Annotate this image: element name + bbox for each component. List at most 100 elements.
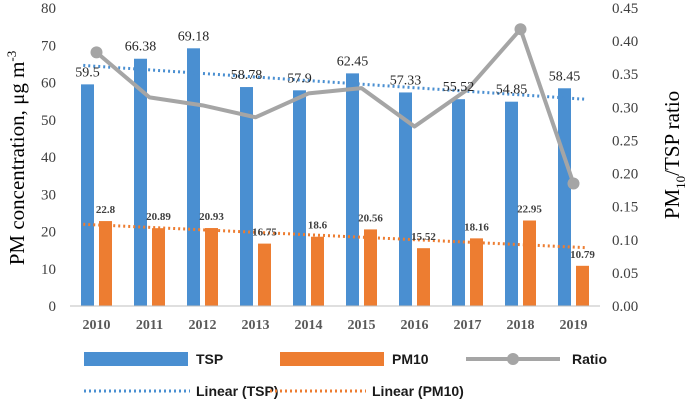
bar-tsp-2016 [399,92,412,307]
label-tsp-2010: 59.5 [75,65,100,80]
bar-pm10-2015 [364,229,377,306]
right-axis-title-post: /TSP ratio [660,91,684,176]
legend-swatch-tsp [84,352,188,366]
left-tick-30: 30 [41,187,56,203]
legend-label-linear-tsp: Linear (TSP) [196,383,278,399]
bar-tsp-2013 [240,87,253,307]
label-pm10-2014: 18.6 [308,220,328,232]
bar-tsp-2012 [187,48,200,306]
x-ticks: 2010 2011 2012 2013 2014 2015 2016 2017 2018 2019 [83,318,588,333]
left-tick-70: 70 [41,38,56,54]
bar-tsp-2019 [558,88,571,307]
ratio-marker-2010 [90,46,103,59]
left-axis-title: PM concentration, μg m-3 [4,51,29,266]
x-tick-2019: 2019 [560,318,588,333]
right-axis-title: PM10/TSP ratio [660,91,688,219]
bar-pm10-2012 [205,228,218,306]
x-tick-2011: 2011 [136,318,163,333]
x-tick-2010: 2010 [83,318,111,333]
label-pm10-2012: 20.93 [199,211,224,223]
legend-label-tsp: TSP [196,351,223,367]
label-pm10-2010: 22.8 [96,204,116,216]
ratio-line [95,27,576,185]
legend-label-ratio: Ratio [572,351,607,367]
label-tsp-2016: 57.33 [390,73,422,88]
tsp-bars [81,48,571,307]
x-tick-2018: 2018 [507,318,535,333]
x-tick-2014: 2014 [295,318,323,333]
label-tsp-2015: 62.45 [337,54,369,69]
left-tick-60: 60 [41,76,56,92]
left-axis-title-sup: -3 [4,51,19,62]
label-pm10-2017: 18.16 [464,221,489,233]
bar-pm10-2011 [152,228,165,306]
right-axis-title-pre: PM [660,188,684,219]
left-tick-20: 20 [41,225,56,241]
label-tsp-2014: 57.9 [287,71,312,86]
bar-tsp-2014 [293,90,306,306]
label-tsp-2011: 66.38 [125,40,157,55]
bar-pm10-2014 [311,236,324,306]
label-tsp-2019: 58.45 [549,69,581,84]
label-pm10-2013: 16.75 [252,227,277,239]
right-tick-0.30: 0.30 [612,100,638,116]
bar-tsp-2011 [134,58,147,307]
label-tsp-2013: 58.78 [231,68,263,83]
right-tick-0.15: 0.15 [612,200,638,216]
right-tick-0.35: 0.35 [612,67,638,83]
x-tick-2015: 2015 [348,318,376,333]
bar-tsp-2018 [505,101,518,306]
left-y-ticks: 0 10 20 30 40 50 60 70 80 [41,1,56,315]
left-tick-0: 0 [49,299,57,315]
bar-pm10-2017 [470,238,483,306]
bar-tsp-2010 [81,84,94,306]
legend-label-pm10: PM10 [392,351,429,367]
bar-pm10-2018 [523,220,536,306]
right-tick-0.45: 0.45 [612,1,638,17]
right-axis-title-sub: 10 [673,176,688,189]
trendline-tsp [83,63,587,101]
left-axis-title-main: PM concentration, μg m [5,62,29,266]
label-tsp-2018: 54.85 [496,83,528,98]
trendlines [83,63,587,250]
x-tick-2013: 2013 [242,318,270,333]
label-tsp-2012: 69.18 [178,29,210,44]
bar-tsp-2017 [452,99,465,306]
right-tick-0.20: 0.20 [612,167,638,183]
legend-marker-ratio [507,353,519,365]
bar-pm10-2013 [258,243,271,306]
legend: TSP PM10 Ratio Linear (TSP) Linear (PM10… [84,351,607,399]
left-tick-10: 10 [41,262,56,278]
legend-swatch-pm10 [280,352,384,366]
right-tick-0.00: 0.00 [612,299,638,315]
label-pm10-2019: 10.79 [570,249,595,261]
trendline-pm10 [83,222,587,250]
legend-label-linear-pm10: Linear (PM10) [372,383,464,399]
bar-pm10-2019 [576,265,589,306]
ratio-series [90,23,580,190]
label-pm10-2016: 15.52 [411,231,436,243]
ratio-marker-2018 [514,23,527,36]
x-tick-2016: 2016 [401,318,429,333]
bar-pm10-2016 [417,248,430,306]
label-tsp-2017: 55.52 [443,80,475,95]
left-tick-40: 40 [41,150,56,166]
x-tick-2012: 2012 [189,318,217,333]
bar-tsp-2015 [346,73,359,306]
left-tick-80: 80 [41,1,56,17]
data-labels: 59.5 22.8 66.38 20.89 69.18 20.93 58.78 16.75 57… [75,29,595,261]
x-tick-2017: 2017 [454,318,482,333]
bar-pm10-2010 [99,221,112,306]
right-tick-0.05: 0.05 [612,266,638,282]
left-tick-50: 50 [41,113,56,129]
label-pm10-2015: 20.56 [358,212,383,224]
right-y-ticks: 0.00 0.05 0.10 0.15 0.20 0.25 0.30 0.35 0.40 0.45 [612,1,638,315]
label-pm10-2011: 20.89 [146,211,171,223]
label-pm10-2018: 22.95 [517,204,542,216]
right-tick-0.10: 0.10 [612,233,638,249]
right-tick-0.25: 0.25 [612,133,638,149]
ratio-marker-2019 [567,177,580,190]
right-tick-0.40: 0.40 [612,34,638,50]
pm10-bars [99,220,589,306]
